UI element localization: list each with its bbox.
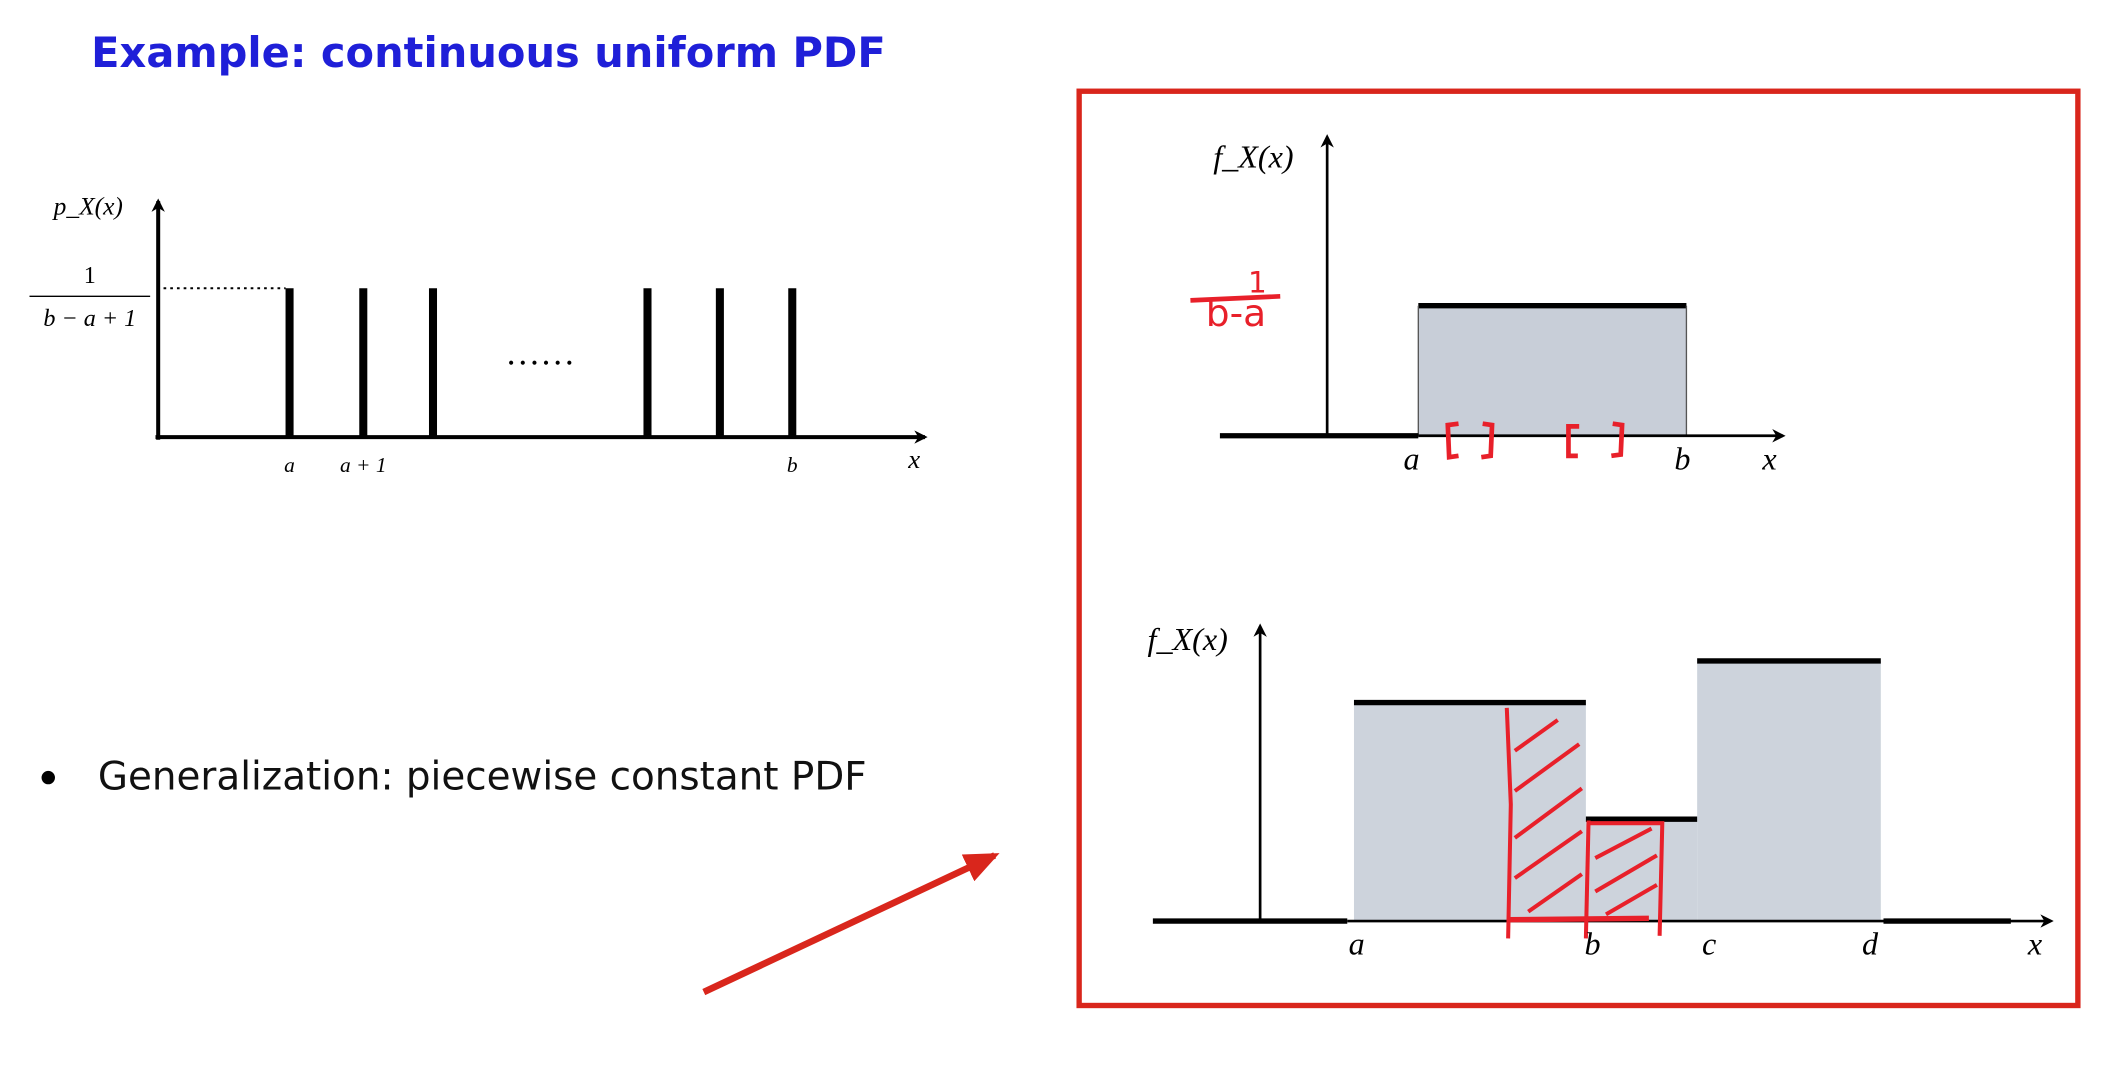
- y-axis-label: p_X(x): [52, 192, 123, 221]
- y-axis-label: f_X(x): [1148, 621, 1228, 657]
- x-label: b: [787, 453, 798, 477]
- y-axis-label: f_X(x): [1213, 139, 1293, 175]
- ellipsis: ……: [505, 334, 575, 373]
- x-label: x: [2027, 926, 2043, 962]
- x-label: b: [1674, 440, 1690, 476]
- annotation-arrow: [702, 852, 1000, 996]
- discrete-plot: [29, 198, 928, 444]
- handwritten-numerator: 1: [1248, 265, 1267, 299]
- x-label: a: [1349, 926, 1365, 962]
- x-label: a + 1: [340, 453, 387, 477]
- x-label: b: [1585, 926, 1601, 962]
- slide-title: Example: continuous uniform PDF: [91, 28, 886, 77]
- handwritten-denominator: b-a: [1206, 291, 1266, 335]
- highlight-box: [1076, 88, 2081, 1009]
- x-label: x: [1761, 440, 1777, 476]
- x-label: c: [1702, 926, 1716, 962]
- piecewise-plot: [1152, 623, 2054, 939]
- x-label: d: [1862, 926, 1879, 962]
- x-label: a: [284, 453, 295, 477]
- fraction-denominator: b − a + 1: [43, 305, 136, 332]
- bullet-dot: [41, 770, 55, 785]
- uniform-plot: [1190, 134, 1786, 460]
- x-label: x: [907, 444, 920, 474]
- bullet-text: Generalization: piecewise constant PDF: [98, 755, 867, 800]
- x-label: a: [1404, 440, 1420, 476]
- fraction-numerator: 1: [84, 262, 96, 289]
